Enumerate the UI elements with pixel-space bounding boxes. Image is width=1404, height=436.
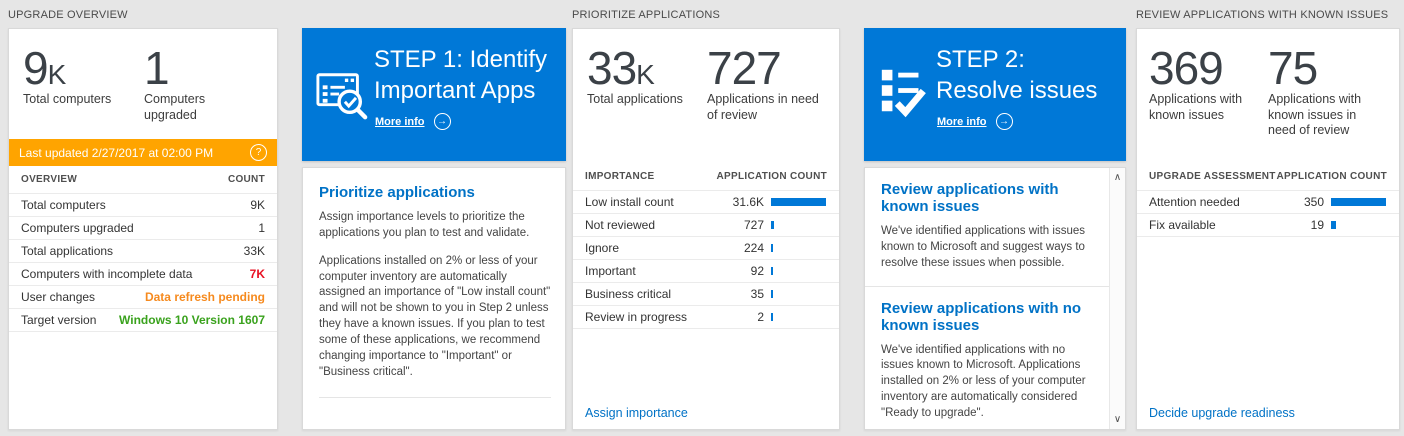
stat-label: Applications in need of review: [707, 92, 819, 122]
stat-label: Applications with known issues in need o…: [1268, 92, 1362, 138]
table-row[interactable]: Ignore 224: [573, 237, 839, 260]
count-bar: [771, 221, 774, 229]
resolve-issues-icon: [877, 64, 931, 123]
stat-apps-known-issues: 369 Applications with known issues: [1149, 45, 1260, 139]
card-paragraph: We've identified applications with issue…: [881, 225, 1085, 269]
count-bar: [771, 244, 773, 252]
overview-stats: 9K Total computers 1 Computers upgraded: [9, 29, 277, 123]
card-paragraph: We've identified applications with no is…: [881, 343, 1086, 420]
table-row[interactable]: Computers with incomplete data 7K: [9, 263, 277, 286]
section-header-prioritize-applications: PRIORITIZE APPLICATIONS: [572, 9, 721, 21]
step2-tile[interactable]: STEP 2: Resolve issues More info →: [864, 28, 1126, 161]
count-bar: [1331, 198, 1386, 206]
prioritize-applications-card: Prioritize applications Assign importanc…: [302, 167, 566, 430]
card-scroll-content: Review applications with known issues We…: [865, 168, 1110, 429]
step2-title: STEP 2: Resolve issues: [936, 46, 1098, 104]
stat-label: Total applications: [587, 92, 683, 106]
stat-value: 33K: [587, 42, 655, 94]
stat-apps-need-review: 727 Applications in need of review: [707, 45, 819, 123]
card-section: Review applications with no known issues…: [865, 287, 1110, 429]
stat-value: 1: [144, 42, 170, 94]
card-heading-review-apps-known-issues[interactable]: Review applications with known issues: [881, 181, 1059, 215]
scrollbar[interactable]: ∧ ∨: [1109, 168, 1125, 429]
last-updated-bar: Last updated 2/27/2017 at 02:00 PM ?: [9, 139, 277, 166]
assign-importance-link[interactable]: Assign importance: [585, 406, 688, 420]
table-header-row: IMPORTANCE APPLICATION COUNT: [573, 163, 839, 191]
stat-label: Applications with known issues: [1149, 92, 1243, 122]
stat-value: 369: [1149, 42, 1224, 94]
table-row[interactable]: Attention needed 350: [1137, 191, 1399, 214]
decide-upgrade-readiness-link[interactable]: Decide upgrade readiness: [1149, 406, 1295, 420]
more-info-link[interactable]: More info: [937, 115, 987, 128]
table-row[interactable]: Total computers 9K: [9, 194, 277, 217]
overview-table: OVERVIEW COUNT Total computers 9K Comput…: [9, 166, 277, 332]
table-row[interactable]: Total applications 33K: [9, 240, 277, 263]
review-stats: 369 Applications with known issues 75 Ap…: [1137, 29, 1399, 139]
stat-computers-upgraded: 1 Computers upgraded: [144, 45, 257, 123]
card-paragraph: Assign importance levels to prioritize t…: [319, 211, 530, 239]
card-section: Review applications with known issues We…: [865, 168, 1110, 287]
table-row[interactable]: Important 92: [573, 260, 839, 283]
count-bar: [771, 290, 773, 298]
stat-value: 727: [707, 42, 782, 94]
arrow-circle-icon[interactable]: →: [995, 113, 1013, 131]
review-applications-panel: 369 Applications with known issues 75 Ap…: [1136, 28, 1400, 430]
table-row[interactable]: Computers upgraded 1: [9, 217, 277, 240]
prioritize-stats: 33K Total applications 727 Applications …: [573, 29, 839, 123]
identify-apps-icon: [315, 68, 369, 127]
stat-value: 9K: [23, 42, 67, 94]
table-row[interactable]: User changes Data refresh pending: [9, 286, 277, 309]
table-row[interactable]: Review in progress 2: [573, 306, 839, 329]
arrow-circle-icon[interactable]: →: [433, 113, 451, 131]
table-row[interactable]: Fix available 19: [1137, 214, 1399, 237]
scroll-down-icon[interactable]: ∨: [1113, 414, 1122, 425]
divider: [319, 396, 551, 398]
last-updated-text: Last updated 2/27/2017 at 02:00 PM: [19, 145, 214, 160]
table-header-row: UPGRADE ASSESSMENT APPLICATION COUNT: [1137, 163, 1399, 191]
resolve-issues-card: Review applications with known issues We…: [864, 167, 1126, 430]
upgrade-assessment-table: UPGRADE ASSESSMENT APPLICATION COUNT Att…: [1137, 163, 1399, 237]
more-info-link[interactable]: More info: [375, 115, 425, 128]
stat-value: 75: [1268, 42, 1318, 94]
stat-total-applications: 33K Total applications: [587, 45, 699, 123]
count-bar: [771, 198, 826, 206]
table-header-row: OVERVIEW COUNT: [9, 166, 277, 194]
step1-tile[interactable]: STEP 1: Identify Important Apps More inf…: [302, 28, 566, 161]
table-row[interactable]: Business critical 35: [573, 283, 839, 306]
table-row[interactable]: Target version Windows 10 Version 1607: [9, 309, 277, 332]
importance-table: IMPORTANCE APPLICATION COUNT Low install…: [573, 163, 839, 329]
stat-label: Computers upgraded: [144, 92, 206, 122]
table-row[interactable]: Low install count 31.6K: [573, 191, 839, 214]
count-bar: [771, 313, 773, 321]
step1-title: STEP 1: Identify Important Apps: [374, 46, 547, 104]
card-heading-prioritize-applications[interactable]: Prioritize applications: [319, 184, 475, 201]
step2-more-info: More info →: [937, 113, 1126, 131]
stat-apps-known-issues-need-review: 75 Applications with known issues in nee…: [1268, 45, 1379, 139]
scroll-up-icon[interactable]: ∧: [1113, 172, 1122, 183]
count-bar: [1331, 221, 1336, 229]
stat-total-computers: 9K Total computers: [23, 45, 136, 123]
card-paragraph: Applications installed on 2% or less of …: [319, 254, 551, 378]
prioritize-applications-panel: 33K Total applications 727 Applications …: [572, 28, 840, 430]
step1-more-info: More info →: [375, 113, 566, 131]
card-heading-review-apps-no-known-issues[interactable]: Review applications with no known issues: [881, 299, 1082, 334]
stat-label: Total computers: [23, 92, 112, 106]
table-row[interactable]: Not reviewed 727: [573, 214, 839, 237]
help-icon[interactable]: ?: [250, 144, 267, 161]
count-bar: [771, 267, 773, 275]
upgrade-overview-panel: 9K Total computers 1 Computers upgraded …: [8, 28, 278, 430]
section-header-upgrade-overview: UPGRADE OVERVIEW: [8, 9, 128, 21]
section-header-review-applications: REVIEW APPLICATIONS WITH KNOWN ISSUES: [1136, 9, 1389, 21]
